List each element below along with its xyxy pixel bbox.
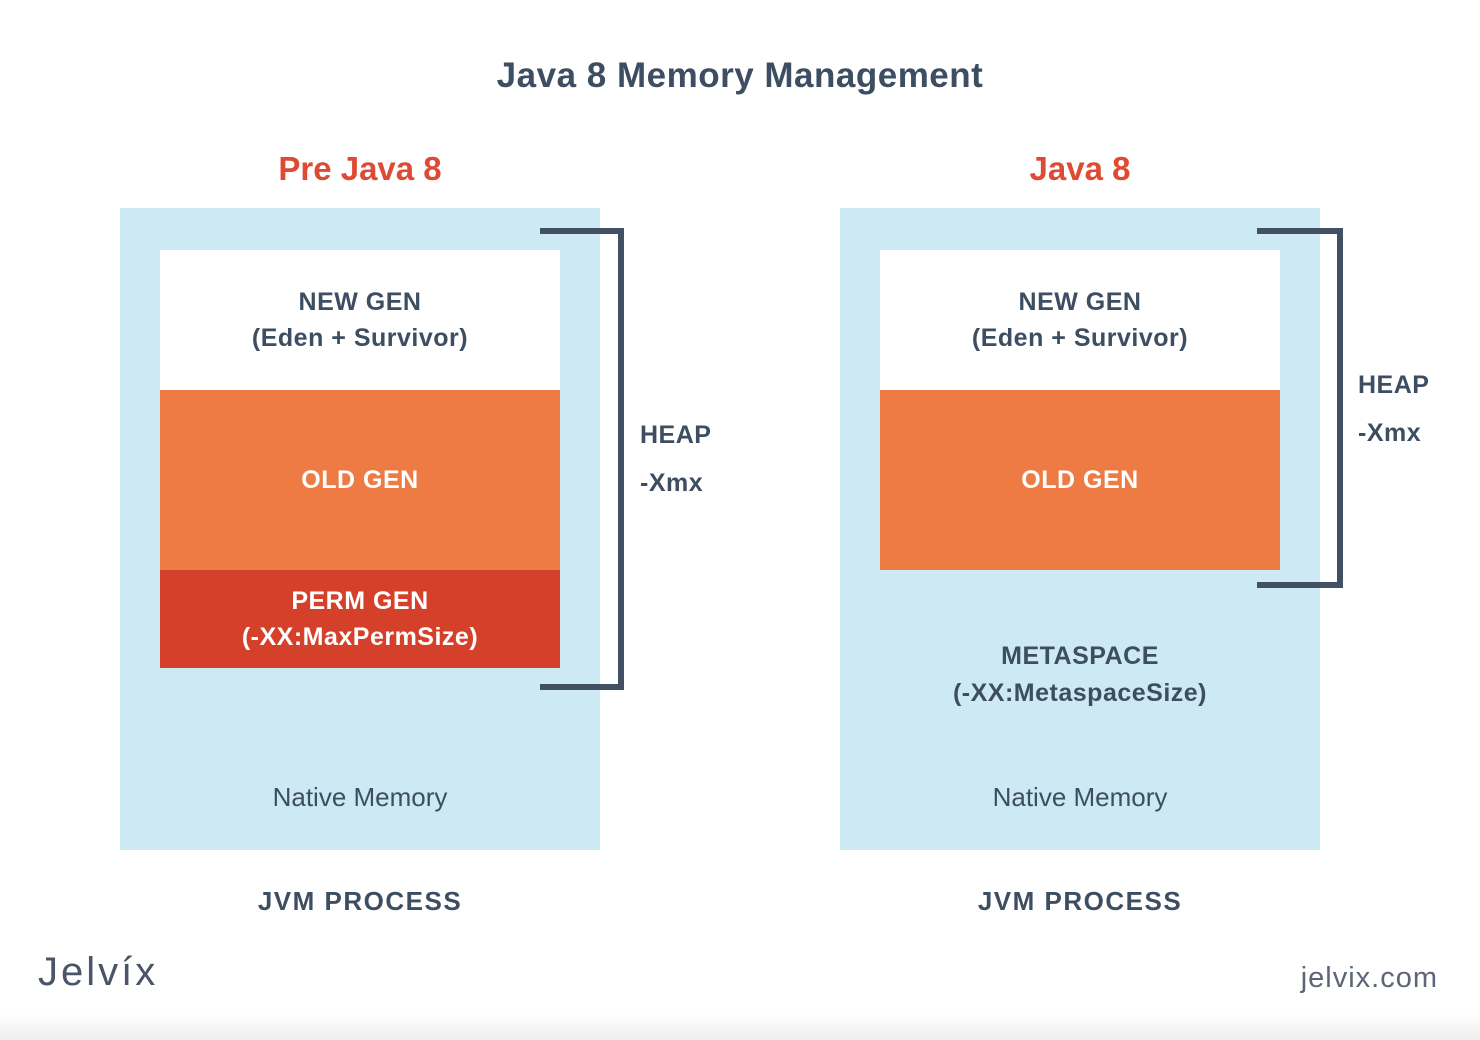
metaspace-sublabel: (-XX:MetaspaceSize)	[952, 679, 1208, 707]
left-heap-bracket-bottom	[540, 684, 624, 690]
pre-java8-jvm-process-container: NEW GEN (Eden + Survivor) OLD GEN PERM G…	[120, 208, 600, 850]
right-xmx-label: -Xmx	[1358, 419, 1422, 447]
pre-java8-heading: Pre Java 8	[278, 150, 442, 187]
perm-gen-box: PERM GEN (-XX:MaxPermSize)	[160, 570, 560, 668]
perm-gen-label: PERM GEN	[291, 587, 429, 615]
left-heap-bracket-top	[540, 228, 624, 234]
pre-java8-native-memory-label: Native Memory	[272, 782, 448, 812]
right-heap-label: HEAP	[1358, 371, 1430, 399]
pre-java8-old-gen-box: OLD GEN	[160, 390, 560, 570]
page-title: Java 8 Memory Management	[496, 56, 984, 95]
metaspace-label: METASPACE	[1001, 642, 1159, 670]
new-gen-label: NEW GEN	[298, 288, 422, 316]
old-gen-label: OLD GEN	[1021, 466, 1139, 494]
left-xmx-label: -Xmx	[640, 469, 704, 497]
java8-old-gen-box: OLD GEN	[880, 390, 1280, 570]
new-gen-sublabel: (Eden + Survivor)	[971, 324, 1189, 352]
java8-native-memory-label: Native Memory	[992, 782, 1168, 812]
left-heap-bracket-line	[618, 228, 624, 690]
java8-jvm-process-label: JVM PROCESS	[977, 886, 1183, 916]
new-gen-label: NEW GEN	[1018, 288, 1142, 316]
java8-new-gen-box: NEW GEN (Eden + Survivor)	[880, 250, 1280, 390]
old-gen-label: OLD GEN	[301, 466, 419, 494]
metaspace-label-block: METASPACE (-XX:MetaspaceSize)	[840, 638, 1320, 712]
left-heap-label: HEAP	[640, 421, 712, 449]
right-heap-bracket-line	[1337, 228, 1343, 588]
jelvix-logo: Jelvíx	[38, 950, 159, 994]
right-heap-bracket-top	[1257, 228, 1343, 234]
perm-gen-sublabel: (-XX:MaxPermSize)	[241, 623, 479, 651]
right-heap-bracket-bottom	[1257, 582, 1343, 588]
website-url: jelvix.com	[1300, 962, 1438, 994]
new-gen-sublabel: (Eden + Survivor)	[251, 324, 469, 352]
pre-java8-new-gen-box: NEW GEN (Eden + Survivor)	[160, 250, 560, 390]
bottom-fade-strip	[0, 1014, 1480, 1040]
pre-java8-jvm-process-label: JVM PROCESS	[257, 886, 463, 916]
java8-jvm-process-container: NEW GEN (Eden + Survivor) OLD GEN METASP…	[840, 208, 1320, 850]
java8-heading: Java 8	[1029, 150, 1131, 187]
